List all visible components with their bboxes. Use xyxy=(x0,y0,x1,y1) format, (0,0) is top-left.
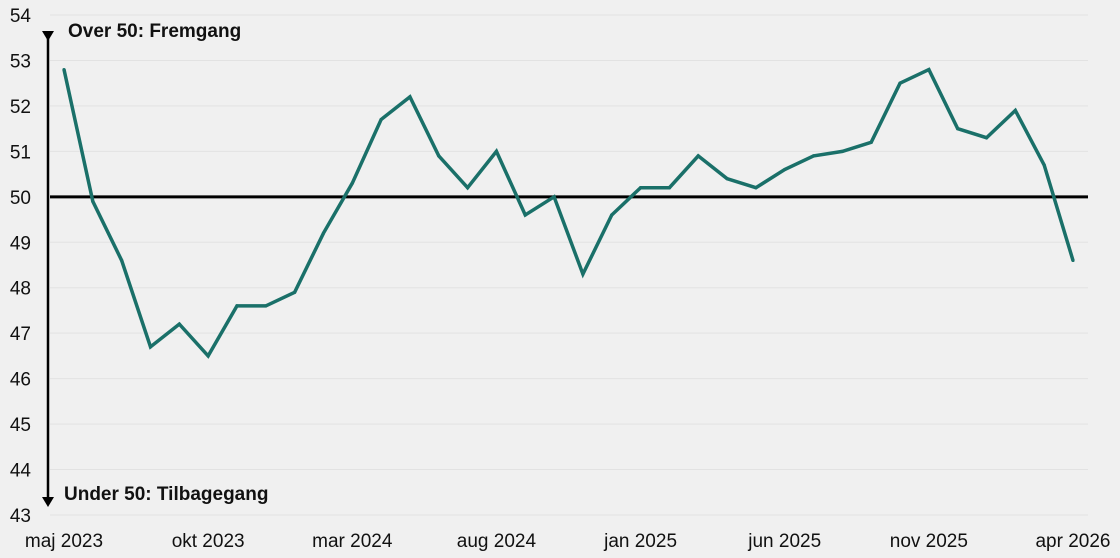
y-tick-label-43: 43 xyxy=(10,506,31,527)
data-point-34 xyxy=(1042,163,1046,167)
data-point-17 xyxy=(552,195,556,199)
data-point-22 xyxy=(696,154,700,158)
x-tick-label-5: okt 2023 xyxy=(172,531,245,552)
y-tick-label-53: 53 xyxy=(10,51,31,72)
data-point-10 xyxy=(350,181,354,185)
data-point-32 xyxy=(984,136,989,140)
y-tick-label-51: 51 xyxy=(10,142,31,163)
data-point-27 xyxy=(840,149,844,153)
data-point-1 xyxy=(91,199,95,203)
data-point-33 xyxy=(1013,108,1017,113)
y-tick-label-45: 45 xyxy=(10,415,31,436)
y-tick-label-54: 54 xyxy=(10,6,32,27)
data-point-11 xyxy=(379,117,383,122)
annotation-lower: Under 50: Tilbagegang xyxy=(64,484,268,505)
data-point-29 xyxy=(898,81,902,85)
data-point-9 xyxy=(321,231,326,235)
data-point-23 xyxy=(725,177,729,181)
data-point-19 xyxy=(610,213,614,217)
data-point-2 xyxy=(120,258,124,263)
x-tick-label-10: mar 2024 xyxy=(312,531,393,552)
x-tick-label-0: maj 2023 xyxy=(25,531,103,552)
x-tick-labels: maj 2023 okt 2023 mar 2024 aug 2024 jan 2025… xyxy=(25,531,1111,552)
data-point-31 xyxy=(956,127,960,131)
data-point-0 xyxy=(62,67,66,72)
data-point-12 xyxy=(408,95,412,99)
data-point-30 xyxy=(927,67,931,72)
y-tick-label-47: 47 xyxy=(10,324,31,345)
data-point-5 xyxy=(206,354,210,358)
data-point-7 xyxy=(264,304,268,308)
y-tick-labels: 43 44 45 46 47 48 49 50 51 52 53 54 xyxy=(10,6,32,527)
y-tick-label-48: 48 xyxy=(10,279,31,300)
data-point-21 xyxy=(667,186,672,190)
annotation-upper: Over 50: Fremgang xyxy=(68,21,241,42)
data-point-6 xyxy=(235,304,239,308)
data-point-18 xyxy=(581,272,585,276)
x-tick-label-35: apr 2026 xyxy=(1035,531,1110,552)
data-point-25 xyxy=(783,167,787,172)
y-tick-label-49: 49 xyxy=(10,233,31,254)
data-point-28 xyxy=(869,140,873,144)
data-point-4 xyxy=(177,322,181,326)
data-point-26 xyxy=(811,154,816,158)
data-point-13 xyxy=(437,154,441,158)
data-point-35 xyxy=(1071,258,1075,263)
data-point-16 xyxy=(523,213,527,217)
data-point-20 xyxy=(638,186,643,190)
x-tick-label-30: nov 2025 xyxy=(890,531,968,552)
data-point-8 xyxy=(293,290,297,294)
data-point-14 xyxy=(466,186,470,190)
series-group xyxy=(62,67,1075,359)
x-tick-label-25: jun 2025 xyxy=(747,531,821,552)
x-tick-label-20: jan 2025 xyxy=(603,531,677,552)
gridlines xyxy=(50,14,1088,516)
data-point-3 xyxy=(148,345,153,349)
x-tick-label-15: aug 2024 xyxy=(457,531,537,552)
data-point-15 xyxy=(494,149,499,153)
y-tick-label-44: 44 xyxy=(10,461,32,482)
data-point-24 xyxy=(754,186,758,190)
y-tick-label-52: 52 xyxy=(10,97,31,118)
y-tick-label-46: 46 xyxy=(10,370,31,391)
series-line-0 xyxy=(62,67,1075,359)
y-tick-label-50: 50 xyxy=(10,188,31,209)
